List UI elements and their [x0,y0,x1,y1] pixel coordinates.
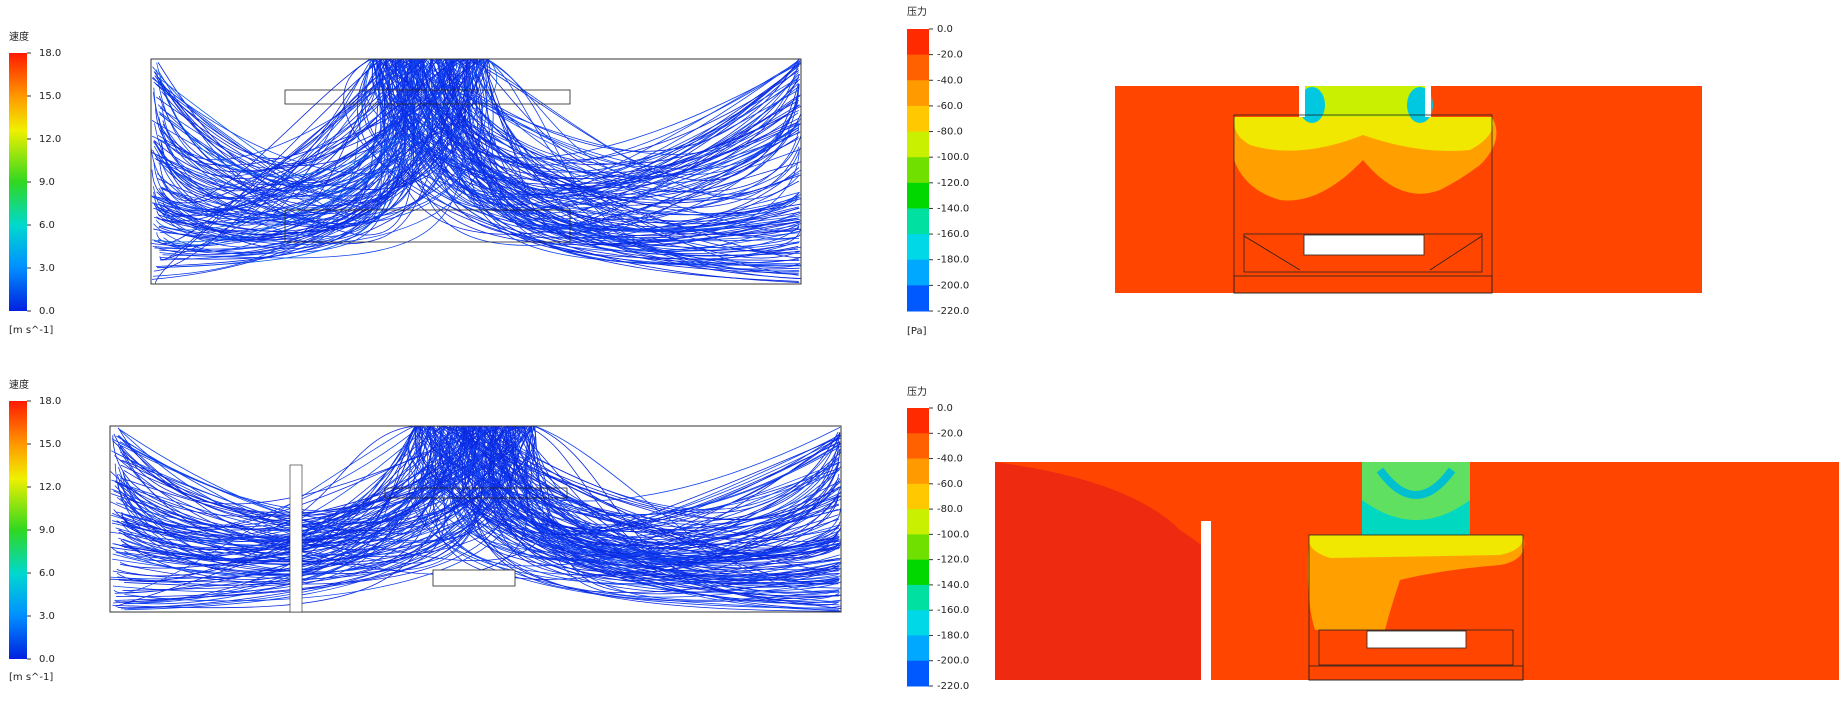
streamline [153,59,416,276]
tick-label: 18.0 [39,48,61,59]
color-band [907,459,929,485]
tick-label: 3.0 [39,263,55,274]
screenshot: 速度 18.0 15.0 12.0 9.0 6.0 3.0 0.0 [m s^-1] 压力 0.0 -… [0,0,1839,697]
legend-title: 压力 [907,5,927,18]
tick-label: -200.0 [937,656,969,667]
tick-label: 12.0 [39,134,61,145]
tick-label: -60.0 [937,101,963,112]
colorbar: 速度 18.0 15.0 12.0 9.0 6.0 3.0 0.0 [m s^-1] [9,378,61,683]
streamline [437,59,798,183]
color-band [907,635,929,661]
color-band [907,183,929,209]
tick-label: 15.0 [39,91,61,102]
tick-label: 9.0 [39,177,55,188]
tick-label: -120.0 [937,178,969,189]
color-band [907,433,929,459]
color-band [907,484,929,510]
tick-label: -60.0 [937,479,963,490]
color-band [907,106,929,132]
color-band [907,260,929,286]
color-band [907,132,929,158]
tick-label: -180.0 [937,255,969,266]
colorbar: 压力 0.0 -20.0 -40.0 -60.0 -80.0 -100.0 -120.0 -14… [907,385,969,692]
color-band [907,408,929,434]
tick-label: -80.0 [937,127,963,138]
legend-title: 压力 [907,385,927,398]
streamline [429,59,798,158]
color-band [907,610,929,636]
tick-label: 6.0 [39,568,55,579]
color-band [907,509,929,535]
color-band [907,29,929,55]
legend-title: 速度 [9,30,29,43]
tick-label: -20.0 [937,428,963,439]
color-band [907,285,929,311]
tick-label: 0.0 [39,306,55,317]
color-band [907,55,929,81]
color-scale [9,401,27,659]
tick-label: -100.0 [937,529,969,540]
tick-label: -120.0 [937,555,969,566]
tick-label: 15.0 [39,439,61,450]
tick-label: 9.0 [39,525,55,536]
tick-label: 0.0 [937,403,953,414]
colorbar: 速度 18.0 15.0 12.0 9.0 6.0 3.0 0.0 [m s^-1] [9,30,61,336]
tick-label: 0.0 [39,654,55,665]
legend-unit: [m s^-1] [9,672,53,683]
color-scale [9,53,27,311]
tick-label: 12.0 [39,482,61,493]
tick-label: -40.0 [937,454,963,465]
tick-label: -220.0 [937,306,969,317]
pressure-contour [995,462,1839,680]
tick-label: 6.0 [39,220,55,231]
legend-unit: [m s^-1] [9,325,53,336]
tick-label: -200.0 [937,280,969,291]
color-band [907,585,929,611]
streamlines [151,59,801,283]
tick-label: -100.0 [937,152,969,163]
tick-label: 3.0 [39,611,55,622]
color-band [907,80,929,106]
tick-label: -180.0 [937,630,969,641]
color-band [907,234,929,260]
tick-label: -220.0 [937,681,969,692]
tick-label: -80.0 [937,504,963,515]
tick-label: -20.0 [937,50,963,61]
tick-label: 18.0 [39,396,61,407]
color-band [907,661,929,687]
tick-label: -140.0 [937,580,969,591]
pressure-contour [1115,86,1702,293]
tick-label: -160.0 [937,605,969,616]
tick-label: -40.0 [937,75,963,86]
tick-label: -140.0 [937,203,969,214]
color-band [907,208,929,234]
color-band [907,157,929,183]
color-band [907,534,929,560]
legend-unit: [Pa] [907,326,927,337]
tick-label: -160.0 [937,229,969,240]
legend-title: 速度 [9,378,29,391]
colorbar: 压力 0.0 -20.0 -40.0 -60.0 -80.0 -100.0 -120.0 -14… [907,5,969,337]
color-band [907,560,929,586]
tick-label: 0.0 [937,24,953,35]
